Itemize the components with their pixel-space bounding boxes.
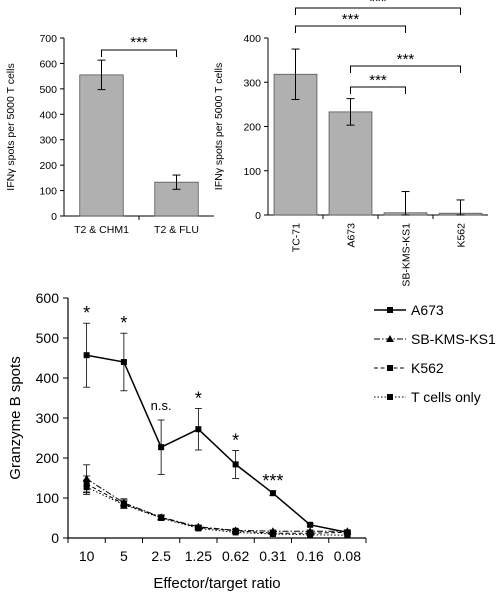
data-point: [158, 444, 165, 451]
x-tick-label: 5: [120, 548, 128, 564]
y-tick-label: 600: [39, 58, 57, 70]
significance-label: ***: [342, 11, 360, 28]
bar: [79, 74, 124, 217]
y-tick-label: 500: [36, 330, 60, 346]
bar: [328, 111, 373, 216]
y-tick-label: 0: [255, 210, 261, 222]
x-tick-label: 0.16: [297, 548, 324, 564]
x-tick-label: 2.5: [151, 548, 171, 564]
y-tick-label: 400: [243, 33, 261, 45]
y-tick-label: 200: [243, 122, 261, 134]
data-point: [119, 498, 128, 506]
x-tick-label: A673: [346, 223, 358, 248]
y-tick-label: 300: [243, 77, 261, 89]
data-point: [306, 527, 315, 535]
data-point: [194, 522, 203, 530]
y-tick-label: 200: [36, 450, 60, 466]
significance-bracket: [101, 49, 177, 57]
series-line: [86, 483, 348, 534]
y-tick-label: 100: [36, 490, 60, 506]
x-axis-label: Effector/target ratio: [153, 575, 280, 592]
data-point: [232, 461, 239, 468]
significance-label: n.s.: [151, 398, 172, 413]
y-tick-label: 500: [39, 84, 57, 96]
data-point: [120, 359, 127, 365]
x-tick-label: SB-KMS-KS1: [401, 223, 413, 287]
chart-a: 0 100 200 300 400 500 600 700 IFNγ spots per 500…: [5, 33, 214, 236]
x-tick-label: T2 & CHM1: [74, 224, 129, 236]
significance-label: ***: [397, 51, 415, 68]
significance-bracket: [295, 25, 406, 33]
significance-label: ***: [369, 0, 387, 10]
y-tick-label: 100: [39, 186, 57, 198]
y-tick-label: 0: [51, 530, 59, 546]
legend-marker: [387, 365, 393, 371]
significance-label: *: [120, 313, 127, 333]
data-point: [83, 352, 90, 359]
x-tick-label: 0.31: [259, 548, 286, 564]
x-tick-label: 10: [79, 548, 95, 564]
series-line: [86, 354, 348, 534]
y-tick-label: 200: [39, 160, 57, 172]
y-axis-label: IFNγ spots per 5000 T cells: [213, 63, 225, 190]
significance-label: *: [195, 388, 202, 408]
chart-c: 0 100 200 300 400 500 600 10 5 2.5 1.25 0.62 0.31 0.1…: [7, 290, 496, 592]
significance-label: ***: [262, 471, 283, 491]
legend-marker: [387, 394, 393, 400]
x-tick-label: 0.08: [334, 548, 361, 564]
y-tick-label: 400: [36, 370, 60, 386]
data-point: [82, 474, 91, 482]
data-point: [344, 529, 351, 536]
significance-label: *: [83, 303, 90, 323]
data-point: [157, 513, 166, 521]
x-tick-label: T2 & FLU: [154, 224, 199, 236]
series-line: [86, 486, 348, 536]
legend-label: SB-KMS-KS1: [411, 331, 496, 347]
x-tick-label: 0.62: [222, 548, 249, 564]
y-axis-label: Granzyme B spots: [7, 356, 24, 479]
data-point: [307, 521, 314, 528]
y-tick-label: 300: [39, 135, 57, 147]
bar: [154, 181, 199, 217]
series-line: [86, 478, 348, 532]
data-point: [269, 490, 276, 497]
y-tick-label: 300: [36, 410, 60, 426]
legend-label: A673: [411, 302, 444, 318]
significance-label: ***: [130, 34, 148, 51]
significance-bracket: [350, 86, 406, 94]
legend-label: K562: [411, 360, 444, 376]
y-tick-label: 700: [39, 33, 57, 45]
significance-label: *: [232, 430, 239, 450]
data-point: [195, 426, 202, 433]
y-tick-label: 400: [39, 109, 57, 121]
x-tick-label: K562: [456, 223, 468, 248]
legend-marker: [386, 335, 394, 342]
y-tick-label: 0: [51, 211, 57, 223]
x-tick-label: 1.25: [185, 548, 212, 564]
y-axis-label: IFNγ spots per 5000 T cells: [5, 63, 17, 190]
legend-marker: [387, 307, 393, 313]
legend-label: T cells only: [411, 389, 481, 405]
significance-label: ***: [369, 72, 387, 89]
y-tick-label: 100: [243, 166, 261, 178]
x-tick-label: TC-71: [291, 223, 303, 252]
significance-bracket: [350, 65, 461, 73]
data-point: [268, 527, 277, 535]
y-tick-label: 600: [36, 290, 60, 306]
chart-b: 0 100 200 300 400 IFNγ spots per 5000 T cells…: [213, 0, 488, 287]
significance-bracket: [295, 7, 461, 15]
data-point: [231, 526, 240, 534]
